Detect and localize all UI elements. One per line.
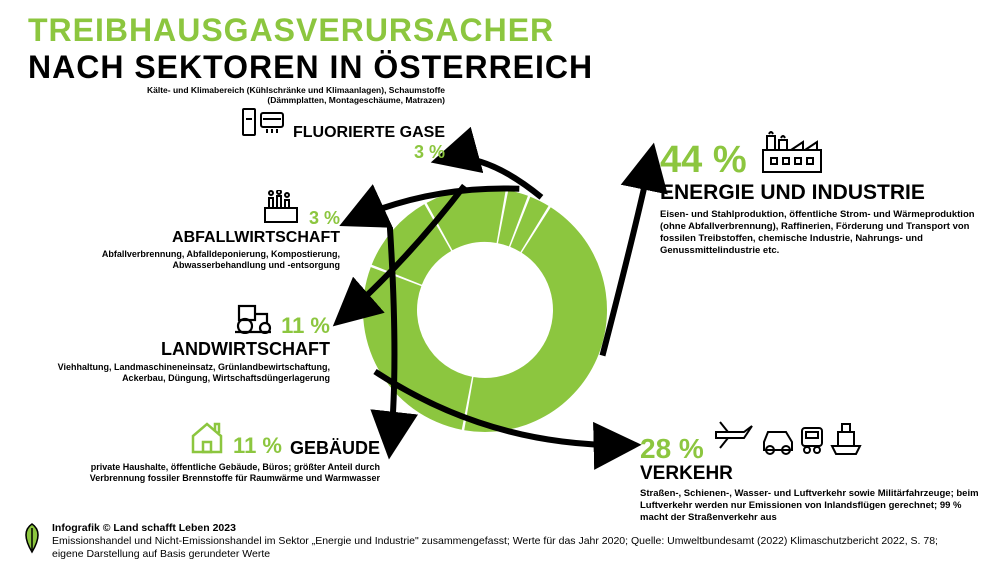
sector-fgases: Kälte- und Klimabereich (Kühlschränke un…	[145, 85, 445, 163]
sector-energy: 44 % ENERGIE UND INDUSTRIE Eisen- und St…	[660, 130, 980, 257]
factory-icon	[761, 130, 825, 179]
sector-agri: 11 % LANDWIRTSCHAFT Viehhaltung, Landmas…	[30, 300, 330, 384]
infographic-stage: TREIBHAUSGASVERURSACHER NACH SEKTOREN IN…	[0, 0, 1000, 571]
transport-desc: Straßen-, Schienen-, Wasser- und Luftver…	[640, 488, 980, 524]
house-icon	[189, 420, 225, 459]
agri-desc: Viehhaltung, Landmaschineneinsatz, Grünl…	[30, 362, 330, 384]
footer-source: Emissionshandel und Nicht-Emissionshande…	[52, 535, 972, 561]
footer-text: Infografik © Land schafft Leben 2023 Emi…	[52, 522, 972, 561]
footer-credit: Infografik © Land schafft Leben 2023	[52, 522, 972, 535]
sector-waste: 3 % ABFALLWIRTSCHAFT Abfallverbrennung, …	[50, 190, 340, 271]
fridge-ac-icon	[241, 107, 285, 142]
arrow-energy	[602, 152, 652, 356]
buildings-desc: private Haushalte, öffentliche Gebäude, …	[70, 462, 380, 484]
sector-transport: 28 % VERKEHR Straßen-, Schienen-, Wasser…	[640, 418, 980, 524]
donut-segment-transport	[363, 267, 472, 430]
fgases-pct: 3 %	[414, 142, 445, 162]
leaf-logo-icon	[18, 522, 46, 559]
energy-name: ENERGIE UND INDUSTRIE	[660, 181, 980, 205]
fgases-name: FLUORIERTE GASE	[293, 124, 445, 142]
agri-name: LANDWIRTSCHAFT	[30, 339, 330, 360]
transport-name: VERKEHR	[640, 463, 980, 485]
fgases-desc: Kälte- und Klimabereich (Kühlschränke un…	[145, 85, 445, 105]
waste-desc: Abfallverbrennung, Abfalldeponierung, Ko…	[50, 249, 340, 271]
waste-name: ABFALLWIRTSCHAFT	[50, 229, 340, 247]
sector-buildings: 11 % GEBÄUDE private Haushalte, öffentli…	[70, 420, 380, 484]
energy-pct: 44 %	[660, 141, 747, 179]
buildings-pct: 11 %	[233, 433, 282, 459]
transport-icons	[714, 418, 864, 463]
energy-desc: Eisen- und Stahlproduktion, öffentliche …	[660, 209, 980, 257]
smokestack-icon	[261, 190, 301, 229]
agri-pct: 11 %	[281, 313, 330, 339]
waste-pct: 3 %	[309, 208, 340, 229]
buildings-name: GEBÄUDE	[290, 438, 380, 459]
transport-pct: 28 %	[640, 435, 704, 463]
tractor-icon	[233, 300, 273, 339]
